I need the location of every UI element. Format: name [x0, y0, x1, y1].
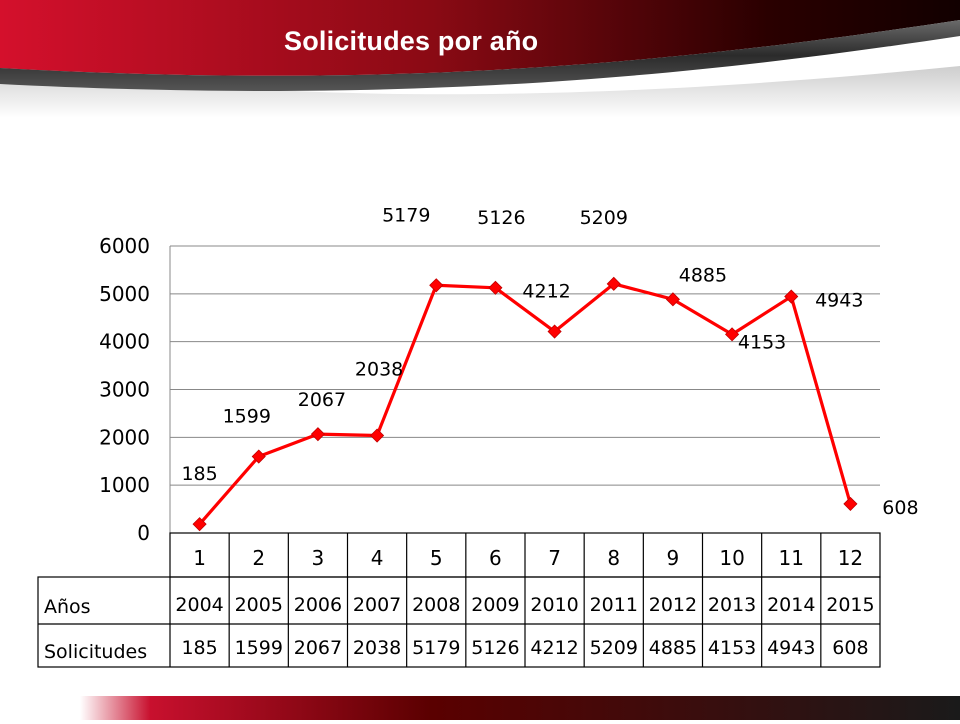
data-point-marker	[488, 280, 503, 295]
table-border	[37, 576, 881, 668]
table-value-cell: 185	[181, 637, 217, 659]
slide-title: Solicitudes por año	[284, 26, 539, 56]
data-label: 185	[181, 463, 217, 485]
data-label: 4153	[738, 331, 786, 353]
table-value-cell: 2067	[294, 637, 342, 659]
x-tick-label: 4	[371, 546, 384, 570]
table-year-cell: 2007	[353, 594, 401, 616]
table-value-cell: 5209	[590, 637, 638, 659]
x-tick-label: 11	[779, 546, 804, 570]
data-label: 1599	[223, 406, 271, 428]
y-tick-label: 3000	[99, 378, 150, 402]
data-labels: 185 1599 2067 2038 5179 5126 4212 5209 4885 4153 4…	[181, 204, 918, 519]
x-tick-label: 12	[838, 546, 863, 570]
table-value-cell: 5179	[412, 637, 460, 659]
x-tick-label: 2	[252, 546, 265, 570]
series-line-path	[198, 282, 852, 526]
data-label: 5126	[477, 207, 525, 229]
table-year-cell: 2008	[412, 594, 460, 616]
data-label: 4212	[522, 281, 570, 303]
data-label: 4943	[815, 290, 863, 312]
table-value-cell: 4212	[530, 637, 578, 659]
data-point-marker	[665, 292, 680, 307]
data-label: 5209	[580, 207, 628, 229]
header-banner: Solicitudes por año	[0, 0, 960, 118]
x-tick-label: 6	[489, 546, 502, 570]
table-year-cell: 2004	[175, 594, 223, 616]
series-line	[198, 282, 852, 526]
data-point-marker	[547, 324, 562, 339]
data-label: 2038	[355, 359, 403, 381]
data-label: 5179	[382, 204, 430, 226]
x-tick-label: 8	[607, 546, 620, 570]
footer-graphic	[80, 696, 960, 720]
table-year-cell: 2015	[826, 594, 874, 616]
x-tick-label: 7	[548, 546, 561, 570]
table-year-cell: 2011	[590, 594, 638, 616]
data-label: 608	[882, 497, 918, 519]
data-label: 4885	[679, 264, 727, 286]
data-point-marker	[192, 517, 207, 532]
banner-graphic	[0, 0, 960, 118]
x-axis-category-row: 1 2 3 4 5 6 7 8 9 10 11 12	[169, 532, 881, 578]
x-tick-label: 10	[719, 546, 744, 570]
y-tick-label: 4000	[99, 330, 150, 354]
table-year-cell: 2012	[649, 594, 697, 616]
table-value-cell: 5126	[471, 637, 519, 659]
y-axis-ticks: 0 1000 2000 3000 4000 5000 6000	[99, 234, 150, 545]
x-tick-label: 1	[193, 546, 206, 570]
table-year-cell: 2013	[708, 594, 756, 616]
table-value-cell: 1599	[235, 637, 283, 659]
table-year-cell: 2009	[471, 594, 519, 616]
table-year-cell: 2014	[767, 594, 815, 616]
table-year-cell: 2006	[294, 594, 342, 616]
y-tick-label: 2000	[99, 425, 150, 449]
footer-bar	[0, 694, 960, 720]
x-tick-label: 5	[430, 546, 443, 570]
data-table: Años Solicitudes 2004 2005 2006 2007 2008 2009 2…	[37, 576, 881, 668]
y-tick-label: 1000	[99, 473, 150, 497]
data-label: 2067	[298, 389, 346, 411]
table-year-cell: 2010	[530, 594, 578, 616]
y-tick-label: 0	[137, 521, 150, 545]
data-point-marker	[843, 496, 858, 511]
table-value-cell: 2038	[353, 637, 401, 659]
table-value-cell: 4153	[708, 637, 756, 659]
data-point-marker	[429, 278, 444, 293]
data-point-marker	[606, 276, 621, 291]
table-value-cell: 4943	[767, 637, 815, 659]
table-row-header: Años	[44, 596, 91, 618]
table-row-header: Solicitudes	[44, 641, 147, 663]
table-value-cell: 4885	[649, 637, 697, 659]
table-year-cell: 2005	[235, 594, 283, 616]
series-markers	[192, 276, 858, 532]
x-tick-label: 3	[312, 546, 325, 570]
y-tick-label: 6000	[99, 234, 150, 258]
x-tick-label: 9	[667, 546, 680, 570]
y-tick-label: 5000	[99, 282, 150, 306]
data-point-marker	[725, 327, 740, 342]
data-point-marker	[310, 427, 325, 442]
data-point-marker	[370, 428, 385, 443]
data-point-marker	[251, 449, 266, 464]
table-value-cell: 608	[832, 637, 868, 659]
data-point-marker	[784, 289, 799, 304]
